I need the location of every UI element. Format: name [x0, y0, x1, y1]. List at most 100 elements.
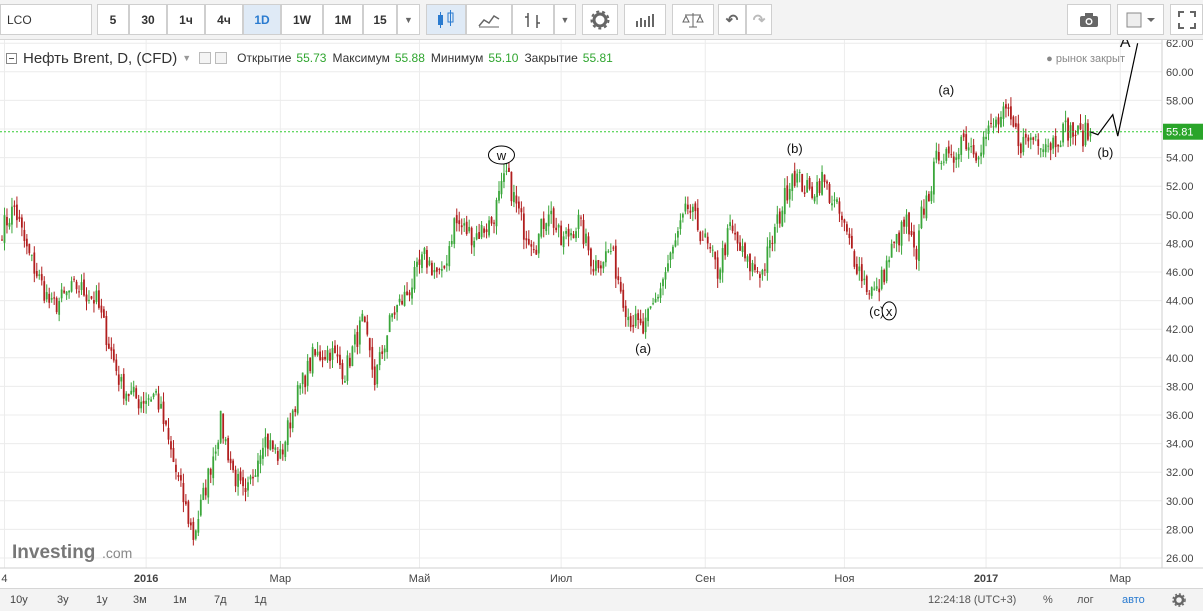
current-price-label: 55.81: [1166, 127, 1194, 139]
range-3y-button[interactable]: 3y: [57, 594, 69, 606]
range-7d-button[interactable]: 7д: [214, 594, 227, 606]
indicators-button[interactable]: [624, 4, 666, 35]
candle-body: [858, 266, 861, 272]
candle-body: [110, 347, 113, 351]
compare-button[interactable]: [672, 4, 714, 35]
log-toggle[interactable]: лог: [1077, 594, 1094, 606]
candle-body: [468, 226, 471, 232]
undo-button[interactable]: ↶: [718, 4, 746, 35]
screenshot-button[interactable]: [1067, 4, 1111, 35]
interval-dropdown-button[interactable]: ▼: [397, 4, 420, 35]
settings-button[interactable]: [582, 4, 618, 35]
candle-body: [587, 236, 590, 251]
candle-body: [396, 304, 399, 313]
candle-body: [68, 290, 70, 293]
auto-toggle[interactable]: авто: [1122, 594, 1145, 606]
interval-15-button[interactable]: 15: [363, 4, 397, 35]
bars-chart-type-button[interactable]: [512, 4, 554, 35]
candle-body: [532, 249, 535, 251]
interval-1h-button[interactable]: 1ч: [167, 4, 205, 35]
range-10y-button[interactable]: 10y: [10, 594, 28, 606]
candle-body: [35, 270, 38, 277]
redo-icon: ↷: [752, 11, 766, 29]
interval-1m-button[interactable]: 1M: [323, 4, 363, 35]
x-tick-label: Мар: [1109, 573, 1131, 585]
candle-body: [778, 211, 781, 224]
candle-body: [460, 225, 463, 228]
candle-body: [75, 281, 78, 290]
candle-body: [763, 269, 766, 271]
interval-4h-button[interactable]: 4ч: [205, 4, 243, 35]
candle-body: [739, 242, 741, 251]
candle-body: [440, 268, 443, 271]
candle-body: [913, 231, 915, 248]
candle-body: [520, 208, 523, 213]
settings-mini-icon[interactable]: [199, 52, 212, 64]
layout-button[interactable]: [1117, 4, 1164, 35]
close-mini-icon[interactable]: [215, 52, 228, 64]
candle-body: [274, 447, 277, 450]
chevron-down-icon[interactable]: ▼: [182, 53, 192, 63]
clock-text: 12:24:18 (UTC+3): [928, 594, 1017, 606]
candle-body: [888, 259, 891, 263]
candle-body: [366, 321, 369, 335]
range-3m-button[interactable]: 3м: [133, 594, 147, 606]
chart-type-dropdown-button[interactable]: ▼: [554, 4, 576, 35]
candle-body: [597, 259, 600, 269]
candle-body: [6, 216, 8, 226]
undo-icon: ↶: [725, 11, 739, 29]
candle-body: [987, 125, 990, 134]
wave-label-circle: [487, 145, 515, 165]
area-chart-type-button[interactable]: [466, 4, 512, 35]
low-value: 55.10: [488, 51, 519, 65]
candle-body: [823, 174, 826, 183]
fullscreen-button[interactable]: [1170, 4, 1203, 35]
range-1m-button[interactable]: 1м: [173, 594, 187, 606]
x-tick-label: Ноя: [834, 573, 854, 585]
candle-body: [811, 186, 814, 198]
interval-30-button[interactable]: 30: [129, 4, 167, 35]
candle-body: [773, 226, 776, 244]
candle-body: [403, 291, 406, 306]
gear-icon[interactable]: [1172, 593, 1186, 607]
candle-body: [1072, 122, 1074, 137]
candle-body: [647, 308, 649, 322]
candle-body: [848, 233, 851, 239]
candle-body: [373, 366, 376, 386]
candle-body: [952, 156, 955, 163]
candle-body: [657, 296, 659, 299]
candles-chart-type-button[interactable]: [426, 4, 466, 35]
candle-body: [540, 218, 543, 237]
close-value: 55.81: [582, 51, 613, 65]
interval-1w-button[interactable]: 1W: [281, 4, 323, 35]
candle-body: [299, 385, 302, 389]
candle-body: [786, 185, 789, 201]
interval-1d-button[interactable]: 1D: [243, 4, 281, 35]
candle-body: [55, 298, 58, 313]
collapse-legend-icon[interactable]: [6, 52, 17, 64]
candle-body: [895, 234, 898, 244]
price-chart[interactable]: 26.00 28.00 30.00 32.00 34.00 36.00 38.00 40.00…: [0, 40, 1203, 588]
candle-body: [890, 243, 893, 258]
range-1d-button[interactable]: 1д: [254, 594, 267, 606]
candle-body: [122, 373, 125, 399]
range-1y-button[interactable]: 1y: [96, 594, 108, 606]
candle-body: [965, 134, 968, 150]
candle-body: [242, 477, 244, 487]
candle-body: [271, 440, 274, 449]
interval-5-button[interactable]: 5: [97, 4, 129, 35]
candle-body: [935, 150, 938, 160]
candle-body: [992, 126, 995, 128]
market-status-text: рынок закрыт: [1055, 53, 1125, 65]
candle-body: [749, 254, 751, 272]
symbol-search-input[interactable]: LCO: [0, 4, 92, 35]
candle-body: [1022, 136, 1025, 153]
candle-body: [557, 224, 560, 228]
candle-body: [177, 475, 180, 478]
camera-icon: [1080, 12, 1098, 27]
candle-body: [465, 221, 468, 235]
candle-body: [453, 218, 456, 245]
candle-body: [314, 349, 317, 356]
percent-toggle[interactable]: %: [1043, 594, 1053, 606]
redo-button[interactable]: ↷: [746, 4, 772, 35]
